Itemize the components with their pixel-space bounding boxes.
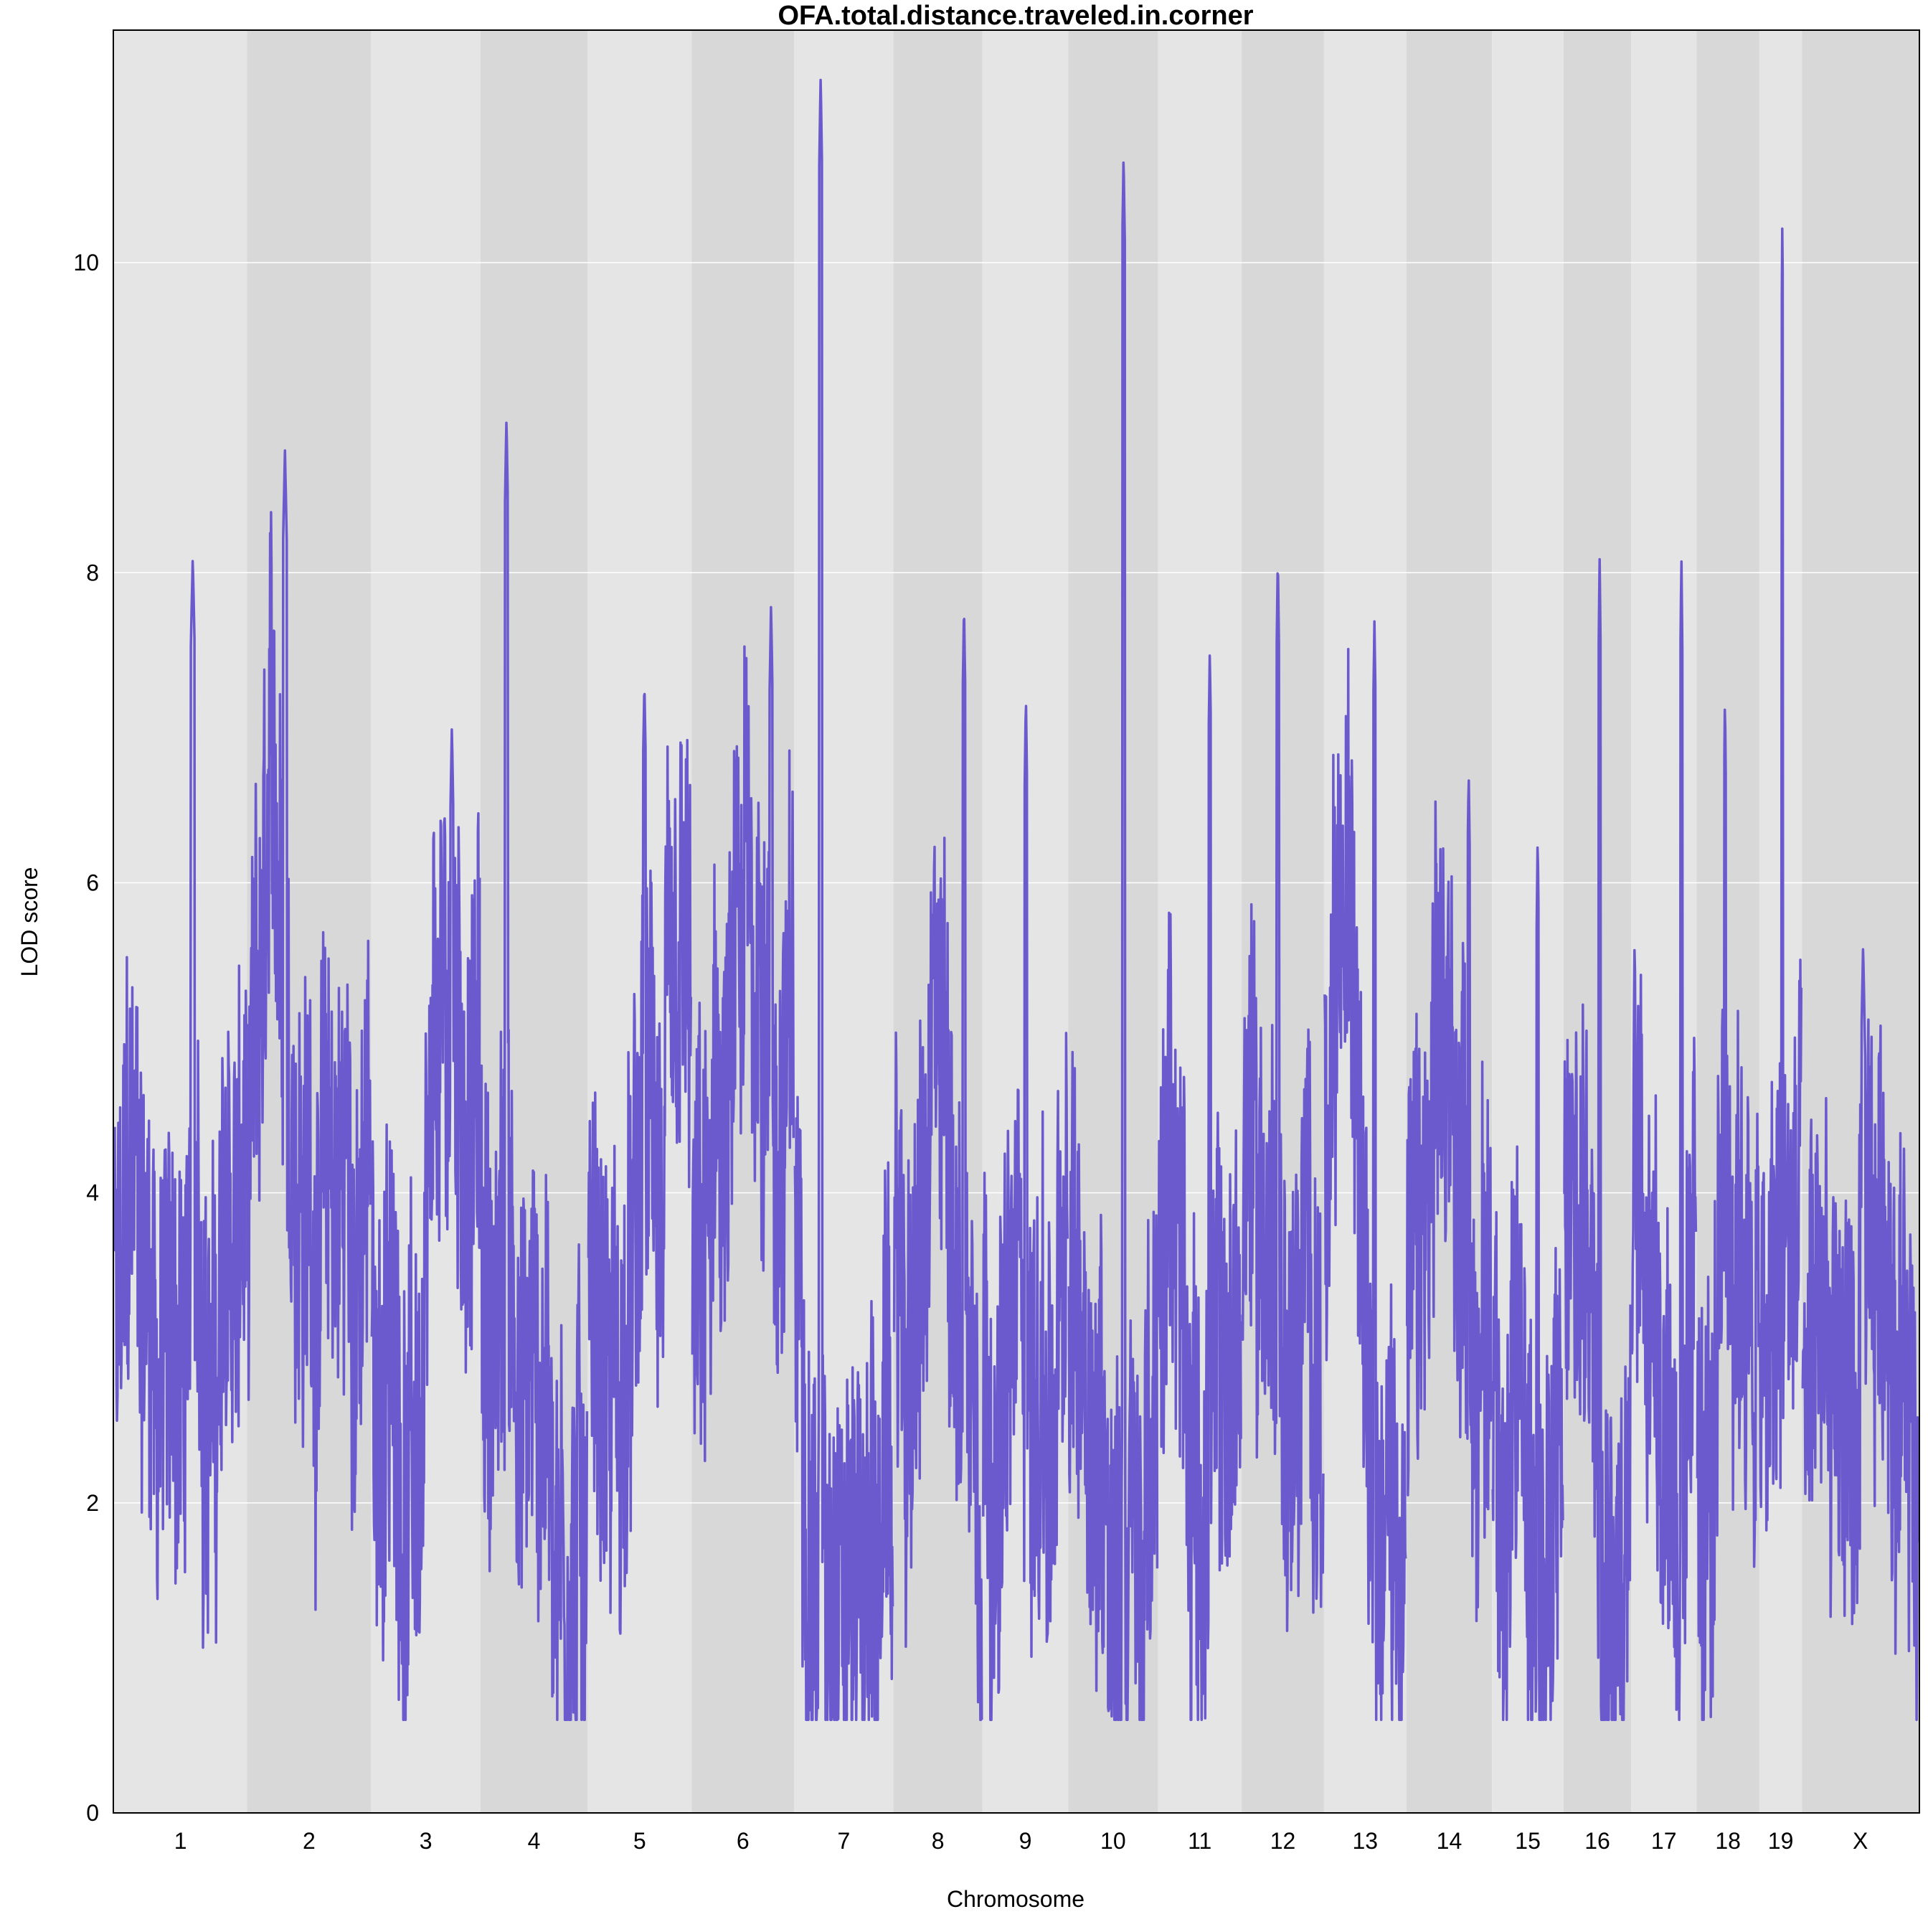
y-tick-label-0: 0	[86, 1800, 99, 1826]
lod-line-chr-12	[1241, 572, 1325, 1632]
x-tick-label-1: 1	[174, 1828, 187, 1854]
chromosome-band-1	[114, 30, 247, 1813]
y-tick-label-4: 4	[86, 1180, 99, 1206]
plot-frame	[113, 29, 1920, 1814]
x-tick-label-10: 10	[1100, 1828, 1126, 1854]
lod-line-chr-4	[480, 421, 589, 1722]
y-tick-label-10: 10	[73, 250, 99, 275]
x-axis-label: Chromosome	[947, 1886, 1084, 1912]
x-tick-label-8: 8	[932, 1828, 945, 1854]
lod-line-chr-1	[113, 560, 248, 1649]
x-tick-label-11: 11	[1188, 1828, 1211, 1854]
x-axis-ticks: 1 2 3 4 5 6 7 8 9 10 11 12 13 14 15 16 17 18 19 X	[174, 1828, 1868, 1854]
x-tick-label-13: 13	[1352, 1828, 1378, 1854]
chromosome-band-4	[480, 30, 588, 1813]
x-tick-label-3: 3	[420, 1828, 433, 1854]
lod-line-chr-16	[1563, 557, 1632, 1722]
x-tick-label-19: 19	[1768, 1828, 1794, 1854]
lod-line-chr-8	[892, 618, 983, 1722]
lod-line-chr-5	[587, 692, 693, 1635]
x-tick-label-17: 17	[1651, 1828, 1677, 1854]
lod-line-chr-15	[1491, 846, 1564, 1722]
lod-line-chr-3	[370, 728, 481, 1722]
x-tick-label-12: 12	[1270, 1828, 1296, 1854]
lod-line-chr-X	[1801, 948, 1919, 1722]
lod-line-chr-13	[1323, 620, 1407, 1722]
chromosome-band-3	[371, 30, 481, 1813]
x-tick-label-2: 2	[303, 1828, 316, 1854]
x-tick-label-9: 9	[1019, 1828, 1032, 1854]
x-tick-label-5: 5	[633, 1828, 646, 1854]
y-axis-label: LOD score	[16, 867, 42, 977]
chart-title: OFA.total.distance.traveled.in.corner	[778, 1, 1253, 31]
lod-series	[113, 78, 1919, 1722]
lod-line-chr-10	[1067, 161, 1159, 1722]
y-axis-ticks: 0 2 4 6 8 10	[73, 250, 99, 1826]
y-tick-label-8: 8	[86, 560, 99, 585]
x-tick-label-4: 4	[528, 1828, 541, 1854]
lod-line-chr-7	[793, 78, 894, 1722]
lod-line-chr-6	[691, 605, 795, 1463]
x-tick-label-X: X	[1853, 1828, 1868, 1854]
lod-line-chr-18	[1696, 708, 1760, 1722]
y-tick-label-6: 6	[86, 870, 99, 895]
lod-line-chr-11	[1157, 654, 1242, 1722]
lod-line-chr-19	[1759, 227, 1803, 1532]
x-tick-label-15: 15	[1515, 1828, 1541, 1854]
lod-line-chr-2	[246, 449, 372, 1611]
lod-line-chr-17	[1630, 560, 1698, 1722]
y-tick-label-2: 2	[86, 1490, 99, 1516]
x-tick-label-16: 16	[1584, 1828, 1610, 1854]
x-tick-label-7: 7	[838, 1828, 851, 1854]
x-tick-label-18: 18	[1715, 1828, 1741, 1854]
x-tick-label-6: 6	[737, 1828, 750, 1854]
lod-line-chr-9	[982, 705, 1069, 1722]
lod-line-chr-14	[1405, 779, 1493, 1623]
x-tick-label-14: 14	[1437, 1828, 1462, 1854]
